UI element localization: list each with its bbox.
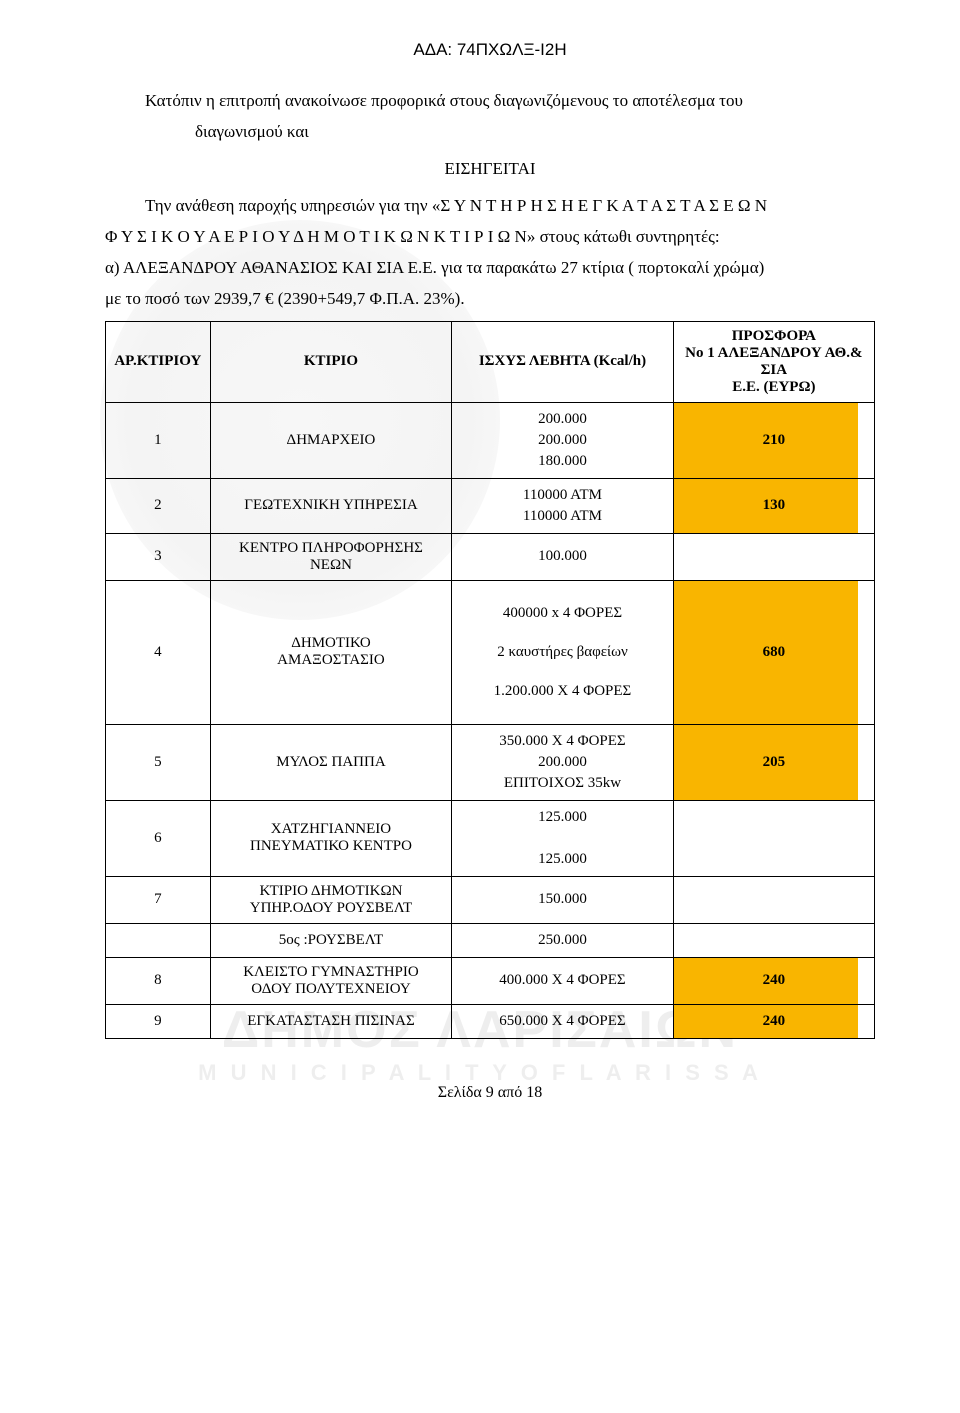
cell-num: 3 — [106, 533, 211, 580]
cell-num: 8 — [106, 957, 211, 1004]
cell-power: 200.000200.000180.000 — [452, 402, 673, 478]
cell-offer: 240 — [673, 957, 874, 1004]
cell-building: ΚΤΙΡΙΟ ΔΗΜΟΤΙΚΩΝΥΠΗΡ.ΟΔΟΥ ΡΟΥΣΒΕΛΤ — [210, 876, 452, 923]
paragraph-3a: α) ΑΛΕΞΑΝΔΡΟΥ ΑΘΑΝΑΣΙΟΣ ΚΑΙ ΣΙΑ Ε.Ε. για… — [105, 257, 875, 280]
table-row: 4ΔΗΜΟΤΙΚΟΑΜΑΞΟΣΤΑΣΙΟ400000 x 4 ΦΟΡΕΣ 2 κ… — [106, 580, 875, 724]
th-num: ΑΡ.ΚΤΙΡΙΟΥ — [106, 321, 211, 402]
cell-building: ΧΑΤΖΗΓΙΑΝΝΕΙΟΠΝΕΥΜΑΤΙΚΟ ΚΕΝΤΡΟ — [210, 800, 452, 876]
cell-offer — [673, 800, 874, 876]
th-building: ΚΤΙΡΙΟ — [210, 321, 452, 402]
cell-num: 5 — [106, 724, 211, 800]
cell-power: 110000 ΑΤΜ110000 ΑΤΜ — [452, 478, 673, 533]
cell-offer: 680 — [673, 580, 874, 724]
cell-num: 7 — [106, 876, 211, 923]
cell-building: ΜΥΛΟΣ ΠΑΠΠΑ — [210, 724, 452, 800]
cell-power: 150.000 — [452, 876, 673, 923]
paragraph-3b: με το ποσό των 2939,7 € (2390+549,7 Φ.Π.… — [105, 288, 875, 311]
table-row: 2ΓΕΩΤΕΧΝΙΚΗ ΥΠΗΡΕΣΙΑ110000 ΑΤΜ110000 ΑΤΜ… — [106, 478, 875, 533]
cell-building: ΔΗΜΑΡΧΕΙΟ — [210, 402, 452, 478]
page-footer: Σελίδα 9 από 18 — [105, 1084, 875, 1102]
paragraph-2b: Φ Υ Σ Ι Κ Ο Υ Α Ε Ρ Ι Ο Υ Δ Η Μ Ο Τ Ι Κ … — [105, 226, 875, 249]
cell-offer: 240 — [673, 1004, 874, 1038]
cell-power: 350.000 Χ 4 ΦΟΡΕΣ200.000ΕΠΙΤΟΙΧΟΣ 35kw — [452, 724, 673, 800]
cell-num: 6 — [106, 800, 211, 876]
cell-power: 400.000 Χ 4 ΦΟΡΕΣ — [452, 957, 673, 1004]
cell-offer — [673, 533, 874, 580]
cell-building: ΚΕΝΤΡΟ ΠΛΗΡΟΦΟΡΗΣΗΣΝΕΩΝ — [210, 533, 452, 580]
header-doc-code: ΑΔΑ: 74ΠΧΩΛΞ-Ι2Η — [105, 40, 875, 60]
cell-offer: 130 — [673, 478, 874, 533]
cell-power: 400000 x 4 ΦΟΡΕΣ 2 καυστήρες βαφείων 1.2… — [452, 580, 673, 724]
cell-power: 100.000 — [452, 533, 673, 580]
table-row: 7ΚΤΙΡΙΟ ΔΗΜΟΤΙΚΩΝΥΠΗΡ.ΟΔΟΥ ΡΟΥΣΒΕΛΤ150.0… — [106, 876, 875, 923]
paragraph-1: Κατόπιν η επιτροπή ανακοίνωσε προφορικά … — [105, 90, 875, 113]
cell-building: 5ος :ΡΟΥΣΒΕΛΤ — [210, 923, 452, 957]
cell-num: 1 — [106, 402, 211, 478]
cell-num: 4 — [106, 580, 211, 724]
cell-num: 9 — [106, 1004, 211, 1038]
cell-num: 2 — [106, 478, 211, 533]
table-row: 5ΜΥΛΟΣ ΠΑΠΠΑ350.000 Χ 4 ΦΟΡΕΣ200.000ΕΠΙΤ… — [106, 724, 875, 800]
cell-building: ΓΕΩΤΕΧΝΙΚΗ ΥΠΗΡΕΣΙΑ — [210, 478, 452, 533]
cell-offer: 210 — [673, 402, 874, 478]
cell-power: 125.000 125.000 — [452, 800, 673, 876]
buildings-table: ΑΡ.ΚΤΙΡΙΟΥ ΚΤΙΡΙΟ ΙΣΧΥΣ ΛΕΒΗΤΑ (Kcal/h) … — [105, 321, 875, 1039]
cell-offer: 205 — [673, 724, 874, 800]
cell-offer — [673, 923, 874, 957]
table-row: 5ος :ΡΟΥΣΒΕΛΤ250.000 — [106, 923, 875, 957]
center-heading: ΕΙΣΗΓΕΙΤΑΙ — [105, 158, 875, 181]
paragraph-1b: διαγωνισμού και — [105, 121, 875, 144]
table-row: 9ΕΓΚΑΤΑΣΤΑΣΗ ΠΙΣΙΝΑΣ650.000 Χ 4 ΦΟΡΕΣ240 — [106, 1004, 875, 1038]
table-row: 8ΚΛΕΙΣΤΟ ΓΥΜΝΑΣΤΗΡΙΟΟΔΟΥ ΠΟΛΥΤΕΧΝΕΙΟΥ400… — [106, 957, 875, 1004]
cell-power: 250.000 — [452, 923, 673, 957]
table-row: 3ΚΕΝΤΡΟ ΠΛΗΡΟΦΟΡΗΣΗΣΝΕΩΝ100.000 — [106, 533, 875, 580]
th-power: ΙΣΧΥΣ ΛΕΒΗΤΑ (Kcal/h) — [452, 321, 673, 402]
th-offer: ΠΡΟΣΦΟΡΑΝο 1 ΑΛΕΞΑΝΔΡΟΥ ΑΘ.& ΣΙΑΕ.Ε. (ΕΥ… — [673, 321, 874, 402]
cell-num — [106, 923, 211, 957]
cell-building: ΔΗΜΟΤΙΚΟΑΜΑΞΟΣΤΑΣΙΟ — [210, 580, 452, 724]
cell-building: ΕΓΚΑΤΑΣΤΑΣΗ ΠΙΣΙΝΑΣ — [210, 1004, 452, 1038]
table-header-row: ΑΡ.ΚΤΙΡΙΟΥ ΚΤΙΡΙΟ ΙΣΧΥΣ ΛΕΒΗΤΑ (Kcal/h) … — [106, 321, 875, 402]
cell-power: 650.000 Χ 4 ΦΟΡΕΣ — [452, 1004, 673, 1038]
table-row: 6ΧΑΤΖΗΓΙΑΝΝΕΙΟΠΝΕΥΜΑΤΙΚΟ ΚΕΝΤΡΟ125.000 1… — [106, 800, 875, 876]
paragraph-2a: Την ανάθεση παροχής υπηρεσιών για την «Σ… — [105, 195, 875, 218]
cell-offer — [673, 876, 874, 923]
cell-building: ΚΛΕΙΣΤΟ ΓΥΜΝΑΣΤΗΡΙΟΟΔΟΥ ΠΟΛΥΤΕΧΝΕΙΟΥ — [210, 957, 452, 1004]
table-row: 1ΔΗΜΑΡΧΕΙΟ200.000200.000180.000210 — [106, 402, 875, 478]
